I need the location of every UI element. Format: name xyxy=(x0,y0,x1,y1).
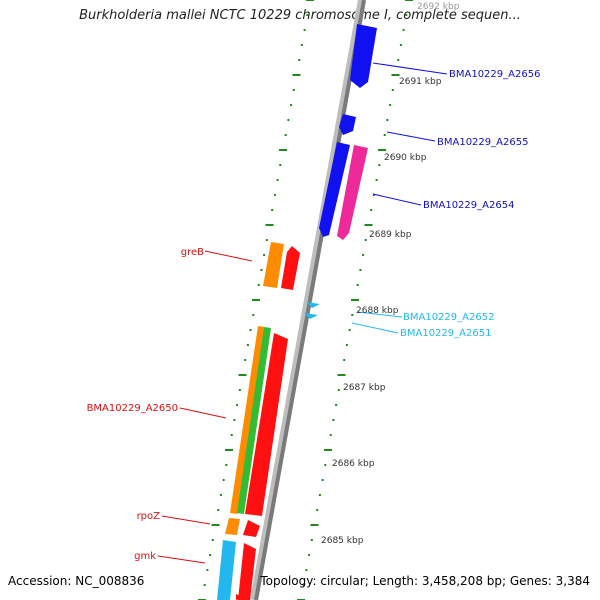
label-a2651[interactable]: BMA10229_A2651 xyxy=(400,328,491,339)
kbp-label-2689: 2689 kbp xyxy=(369,230,412,240)
gene-greb-right[interactable] xyxy=(281,246,300,290)
gene-a2650-red[interactable] xyxy=(245,333,288,516)
tick-tracks xyxy=(198,0,413,600)
gene-rpoz-left[interactable] xyxy=(225,518,240,535)
topology-summary: Topology: circular; Length: 3,458,208 bp… xyxy=(260,574,590,588)
map-title: Burkholderia mallei NCTC 10229 chromosom… xyxy=(79,8,521,23)
gene-a2651-arrow[interactable] xyxy=(304,313,318,319)
gene-rpoz-right[interactable] xyxy=(243,520,260,537)
gene-a2655-arrow[interactable] xyxy=(339,114,356,135)
gene-bottom-red[interactable] xyxy=(236,594,244,600)
gene-a2650-green[interactable] xyxy=(237,327,271,514)
kbp-label-2688: 2688 kbp xyxy=(356,306,399,316)
kbp-label-2690: 2690 kbp xyxy=(384,153,427,163)
kbp-label-2687: 2687 kbp xyxy=(343,383,386,393)
kbp-label-2685: 2685 kbp xyxy=(321,536,364,546)
label-a2650[interactable]: BMA10229_A2650 xyxy=(87,403,178,414)
gene-greb-left[interactable] xyxy=(263,242,284,288)
accession-text: Accession: NC_008836 xyxy=(8,574,145,588)
kbp-label-2692: 2692 kbp xyxy=(417,2,460,12)
gene-labels: BMA10229_A2656 BMA10229_A2655 BMA10229_A… xyxy=(87,69,541,562)
label-a2654[interactable]: BMA10229_A2654 xyxy=(423,200,514,211)
kbp-label-2691: 2691 kbp xyxy=(399,77,442,87)
label-a2656[interactable]: BMA10229_A2656 xyxy=(449,69,540,80)
gene-a2656-arrow[interactable] xyxy=(350,24,377,88)
label-greb[interactable]: greB xyxy=(181,247,204,258)
label-a2652[interactable]: BMA10229_A2652 xyxy=(403,312,494,323)
backbone xyxy=(250,0,366,600)
gene-a2654-arrow[interactable] xyxy=(319,142,350,237)
label-gmk[interactable]: gmk xyxy=(134,551,156,562)
gene-a2654b-arrow[interactable] xyxy=(337,145,368,240)
leader-lines xyxy=(157,62,448,564)
label-rpoz[interactable]: rpoZ xyxy=(137,511,161,522)
gene-gmk-left[interactable] xyxy=(217,540,236,600)
kbp-labels: 2692 kbp 2691 kbp 2690 kbp 2689 kbp 2688… xyxy=(321,2,460,546)
gene-a2650-orange[interactable] xyxy=(230,326,265,514)
kbp-label-2686: 2686 kbp xyxy=(332,459,375,469)
gene-a2652-arrow[interactable] xyxy=(306,302,320,308)
label-a2655[interactable]: BMA10229_A2655 xyxy=(437,137,528,148)
gene-gmk-right[interactable] xyxy=(238,543,256,600)
